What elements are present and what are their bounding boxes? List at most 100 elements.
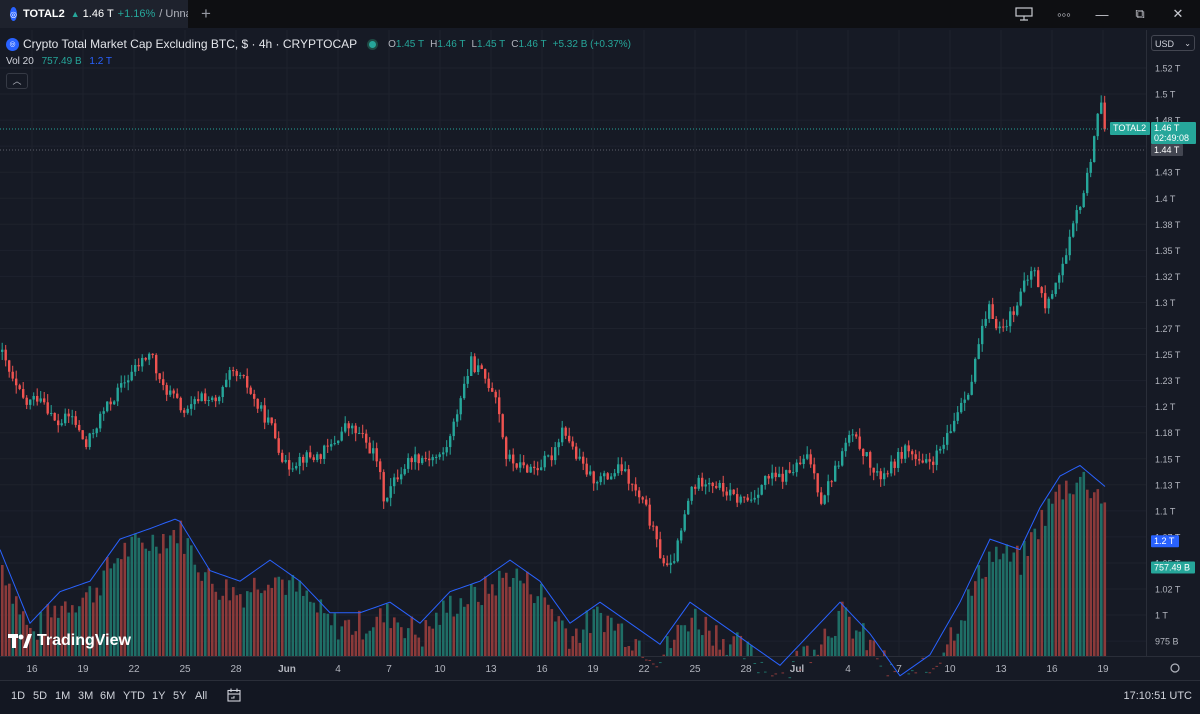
candle-body xyxy=(487,378,490,389)
volume-bar xyxy=(606,615,610,656)
symbol-legend[interactable]: ◎ Crypto Total Market Cap Excluding BTC,… xyxy=(6,37,637,51)
maximize-button[interactable]: ⧉ xyxy=(1135,6,1145,21)
range-3m[interactable]: 3M xyxy=(78,690,94,702)
candle-body xyxy=(977,344,980,359)
more-options-button[interactable]: ◦◦◦ xyxy=(1057,6,1071,22)
volume-ma-value: 1.2 T xyxy=(89,56,113,67)
candle-body xyxy=(99,413,102,429)
candle-body xyxy=(162,379,165,386)
volume-bar xyxy=(1012,552,1016,656)
range-1m[interactable]: 1M xyxy=(55,690,71,702)
volume-legend[interactable]: Vol 20 757.49 B 1.2 T xyxy=(6,56,112,67)
candle-body xyxy=(473,356,476,373)
candle-body xyxy=(417,454,420,464)
close-button[interactable]: ✕ xyxy=(1172,6,1184,21)
volume-ma-tag-bg xyxy=(1151,535,1179,548)
volume-bar xyxy=(928,672,932,674)
volume-bar xyxy=(316,612,319,656)
range-1y[interactable]: 1Y xyxy=(152,690,166,702)
range-all[interactable]: All xyxy=(195,690,208,702)
volume-bar xyxy=(435,612,438,656)
range-5d[interactable]: 5D xyxy=(33,690,48,702)
volume-bar xyxy=(123,542,127,656)
range-5y[interactable]: 5Y xyxy=(173,690,187,702)
candle-body xyxy=(368,442,371,454)
volume-bar xyxy=(743,658,746,660)
candle-body xyxy=(1051,294,1054,299)
volume-bar xyxy=(711,645,715,656)
candle-body xyxy=(907,445,910,452)
volume-bar xyxy=(431,628,435,656)
volume-bar xyxy=(1009,561,1012,656)
candle-body xyxy=(78,424,81,431)
volume-bar xyxy=(519,580,522,656)
chart-tab[interactable]: ◎ TOTAL2 ▲ 1.46 T +1.16% / Unna xyxy=(0,0,188,28)
candle-body xyxy=(354,425,357,434)
volume-bar xyxy=(470,584,473,656)
volume-bar xyxy=(22,611,25,656)
volume-bar xyxy=(834,635,837,656)
new-tab-button[interactable]: + xyxy=(201,4,211,23)
candle-body xyxy=(344,423,347,432)
candle-body xyxy=(1009,311,1012,327)
minimize-button[interactable]: — xyxy=(1095,6,1109,22)
volume-bar xyxy=(799,669,802,671)
volume-bar xyxy=(417,637,421,656)
volume-bar xyxy=(690,617,694,656)
x-tick-label: 28 xyxy=(230,664,242,675)
volume-bar xyxy=(246,591,249,656)
volume-bar xyxy=(242,607,246,656)
volume-bar xyxy=(466,604,470,656)
x-tick-label: 25 xyxy=(179,664,191,675)
volume-bar xyxy=(1082,471,1086,656)
range-ytd[interactable]: YTD xyxy=(123,690,145,702)
volume-bar xyxy=(1026,555,1030,656)
volume-bar xyxy=(722,639,725,656)
layout-icon[interactable] xyxy=(1004,0,1044,28)
utc-clock[interactable]: 17:10:51 UTC xyxy=(1123,690,1192,702)
candle-body xyxy=(312,457,315,460)
settings-gear-icon[interactable] xyxy=(1170,663,1180,673)
candle-body xyxy=(634,484,637,491)
calendar-range-icon[interactable] xyxy=(227,688,241,702)
y-tick-label: 1.5 T xyxy=(1155,90,1176,100)
range-1d[interactable]: 1D xyxy=(11,690,26,702)
candle-body xyxy=(57,420,60,426)
candle-body xyxy=(760,484,763,495)
volume-bar xyxy=(823,628,827,656)
candle-body xyxy=(879,471,882,480)
tradingview-logo[interactable]: TradingView xyxy=(8,632,131,650)
candle-body xyxy=(260,405,263,409)
candle-body xyxy=(995,318,998,329)
volume-bar xyxy=(487,593,491,656)
candle-body xyxy=(624,469,627,472)
volume-bar xyxy=(141,542,144,656)
price-chart[interactable]: 1.52 T1.5 T1.48 T1.46 T1.43 T1.4 T1.38 T… xyxy=(0,0,1200,680)
volume-bar xyxy=(890,664,893,666)
title-bar: ◎ TOTAL2 ▲ 1.46 T +1.16% / Unna + ◦◦◦ — … xyxy=(0,0,1200,28)
y-tick-label: 1.48 T xyxy=(1155,116,1181,126)
volume-bar xyxy=(459,598,463,656)
currency-select[interactable]: USD ⌄ xyxy=(1151,35,1195,51)
candle-body xyxy=(855,434,858,437)
candle-body xyxy=(697,477,700,489)
candle-body xyxy=(669,562,672,566)
candle-body xyxy=(1047,298,1050,309)
volume-bar xyxy=(774,673,778,675)
volume-label: Vol 20 xyxy=(6,56,34,67)
volume-bar xyxy=(197,572,200,656)
volume-bar xyxy=(529,594,533,656)
candle-body xyxy=(893,461,896,468)
candle-body xyxy=(494,391,497,398)
volume-bar xyxy=(788,677,792,679)
y-tick-label: 1.4 T xyxy=(1155,194,1176,204)
volume-bar xyxy=(421,646,424,656)
range-6m[interactable]: 6M xyxy=(100,690,116,702)
candle-body xyxy=(1040,287,1043,294)
collapse-legend-button[interactable]: ︿ xyxy=(6,73,28,89)
volume-bar xyxy=(995,546,998,656)
candle-body xyxy=(127,380,130,383)
volume-bar xyxy=(263,590,267,656)
candle-body xyxy=(36,395,39,402)
market-status-icon[interactable] xyxy=(369,40,377,48)
